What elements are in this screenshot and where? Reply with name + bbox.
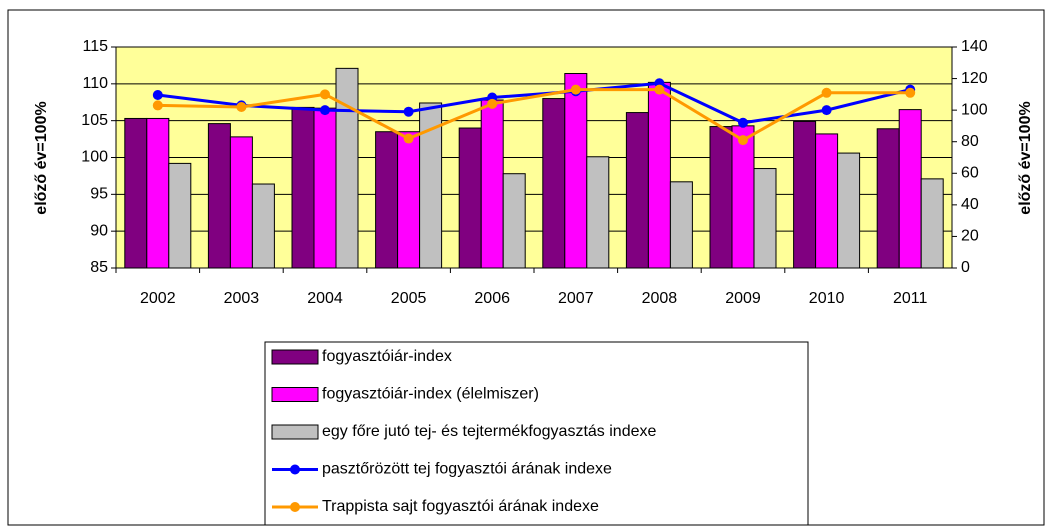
bar xyxy=(207,123,231,269)
bar xyxy=(731,125,755,269)
x-tick-label: 2008 xyxy=(642,290,678,307)
x-tick-label: 2003 xyxy=(224,290,260,307)
bar xyxy=(458,127,482,269)
bar xyxy=(669,181,693,269)
bar xyxy=(753,168,777,269)
marker xyxy=(152,89,163,100)
x-tick-label: 2011 xyxy=(893,290,928,307)
y-tick-label: 105 xyxy=(81,112,108,129)
bar xyxy=(837,152,861,269)
bar xyxy=(502,173,526,269)
bar xyxy=(313,107,337,269)
marker xyxy=(821,87,832,98)
y-tick-label: 110 xyxy=(82,75,108,92)
bar xyxy=(793,120,817,269)
x-tick-label: 2009 xyxy=(725,290,761,307)
marker xyxy=(570,84,581,95)
bar xyxy=(168,162,192,269)
y2-tick-label: 60 xyxy=(961,165,979,182)
bar xyxy=(625,112,649,269)
marker xyxy=(738,117,748,128)
legend-label: egy főre jutó tej- és tejtermékfogyasztá… xyxy=(322,423,656,440)
marker xyxy=(403,106,414,117)
y2-tick-label: 100 xyxy=(961,101,988,118)
y-tick-label: 115 xyxy=(82,38,108,55)
bar xyxy=(335,67,359,269)
bar xyxy=(898,109,922,269)
bar xyxy=(251,183,275,269)
legend-label: Trappista sajt fogyasztói árának indexe xyxy=(322,498,599,515)
marker xyxy=(403,133,414,144)
bar xyxy=(291,106,315,269)
y2-tick-label: 0 xyxy=(961,259,970,276)
y-tick-label: 90 xyxy=(90,222,108,239)
marker xyxy=(654,84,665,95)
legend-label: fogyasztóiár-index (élelmiszer) xyxy=(322,386,539,403)
legend xyxy=(264,341,809,526)
y2-axis-label: előző év=100% xyxy=(1017,101,1034,214)
y2-tick-label: 40 xyxy=(961,196,979,213)
x-tick-label: 2004 xyxy=(307,290,343,307)
bar xyxy=(709,126,733,269)
x-tick-label: 2010 xyxy=(809,290,845,307)
bar xyxy=(419,102,443,269)
y2-tick-label: 80 xyxy=(961,133,979,150)
legend-label: fogyasztóiár-index xyxy=(322,348,452,365)
y2-tick-label: 20 xyxy=(961,228,979,245)
y-tick-label: 85 xyxy=(90,259,108,276)
legend-label: pasztőrözött tej fogyasztói árának index… xyxy=(322,461,612,478)
x-tick-label: 2002 xyxy=(140,290,176,307)
y-axis-label: előző év=100% xyxy=(33,101,50,214)
marker xyxy=(821,105,832,116)
bar xyxy=(124,117,148,269)
legend-marker xyxy=(290,464,300,475)
marker xyxy=(320,105,330,116)
marker xyxy=(152,100,163,111)
y-tick-label: 95 xyxy=(90,186,108,203)
bar xyxy=(480,99,504,269)
bar xyxy=(564,73,588,269)
bar xyxy=(876,128,900,269)
bar xyxy=(542,98,566,269)
bar xyxy=(920,178,944,269)
legend-swatch xyxy=(271,349,319,365)
marker xyxy=(320,89,330,100)
legend-swatch xyxy=(271,424,319,440)
bar xyxy=(146,117,170,269)
bar xyxy=(647,81,671,269)
bar xyxy=(229,136,253,269)
marker xyxy=(487,98,498,109)
bar xyxy=(586,156,610,269)
line xyxy=(157,88,911,142)
x-tick-label: 2006 xyxy=(474,290,510,307)
bar xyxy=(397,131,421,269)
marker xyxy=(738,135,748,146)
x-tick-label: 2005 xyxy=(391,290,427,307)
legend-marker xyxy=(290,502,300,512)
legend-swatch xyxy=(271,387,319,402)
y2-tick-label: 120 xyxy=(961,70,988,87)
y-tick-label: 100 xyxy=(81,149,108,166)
bar xyxy=(815,133,839,269)
x-tick-label: 2007 xyxy=(558,290,594,307)
marker xyxy=(905,87,916,98)
y2-tick-label: 140 xyxy=(961,38,988,55)
marker xyxy=(236,101,247,112)
bar xyxy=(375,131,399,269)
